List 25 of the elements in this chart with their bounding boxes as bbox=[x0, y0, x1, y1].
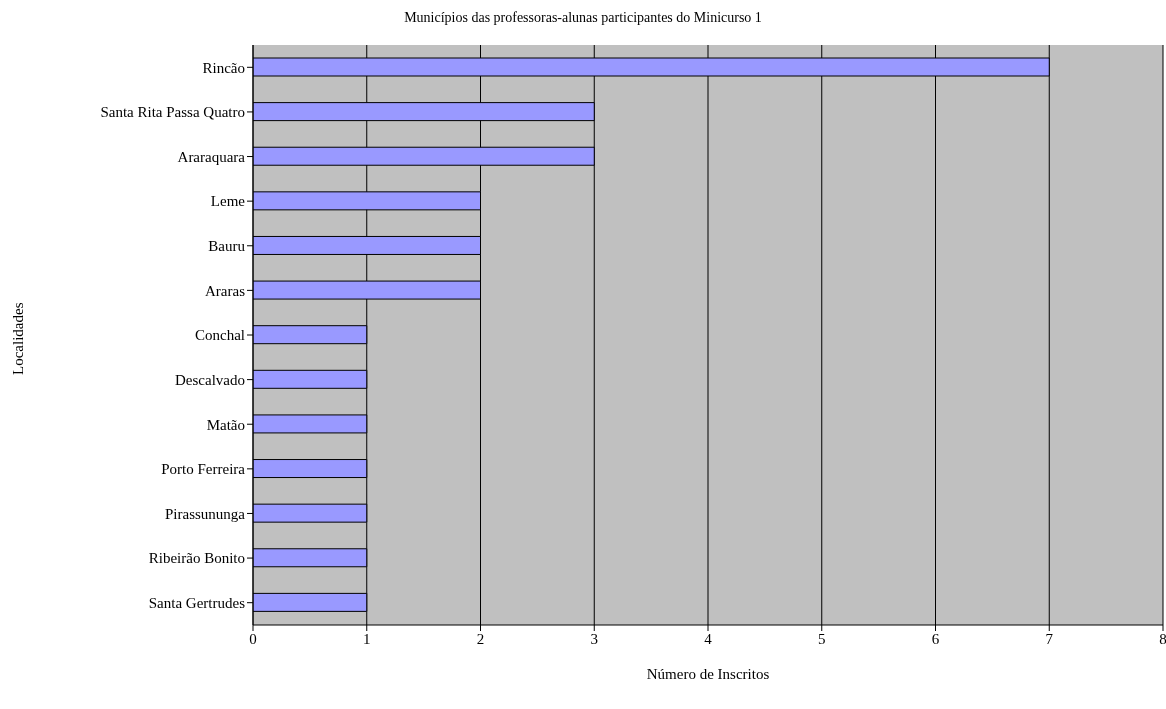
y-tick-label: Santa Rita Passa Quatro bbox=[100, 104, 245, 121]
x-tick-label: 4 bbox=[704, 630, 713, 647]
y-tick-label: Araraquara bbox=[177, 148, 246, 165]
y-tick-label: Porto Ferreira bbox=[161, 461, 246, 478]
chart-title: Municípios das professoras-alunas participantes do Minicurso 1 bbox=[403, 10, 763, 26]
y-tick-label: Ribeirão Bonito bbox=[148, 550, 245, 567]
x-tick-label: 6 bbox=[931, 630, 940, 647]
y-tick-label: Rincão bbox=[202, 59, 245, 76]
y-tick-label: Santa Gertrudes bbox=[148, 595, 246, 612]
x-tick-label: 5 bbox=[818, 630, 826, 647]
y-tick-label: Conchal bbox=[195, 327, 245, 344]
y-tick-label: Pirassununga bbox=[165, 505, 246, 522]
y-tick-label: Araras bbox=[205, 282, 246, 299]
x-tick-label: 0 bbox=[249, 630, 257, 647]
x-tick-label: 8 bbox=[1159, 630, 1166, 647]
x-tick-label: 2 bbox=[476, 630, 485, 647]
x-tick-label: 3 bbox=[590, 630, 598, 647]
x-tick-label: 1 bbox=[363, 630, 371, 647]
x-tick-label: 7 bbox=[1045, 630, 1054, 647]
y-tick-label: Leme bbox=[210, 193, 246, 210]
y-tick-label: Descalvado bbox=[175, 371, 245, 388]
x-axis-title: Número de Inscritos bbox=[645, 666, 771, 683]
y-tick-label: Matão bbox=[206, 416, 245, 433]
y-axis-title: Localidades bbox=[10, 302, 27, 375]
y-tick-label: Bauru bbox=[208, 238, 246, 255]
